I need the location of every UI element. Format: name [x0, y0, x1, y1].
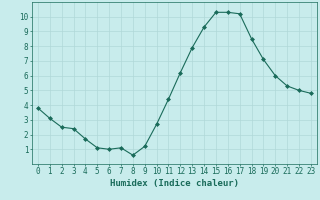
X-axis label: Humidex (Indice chaleur): Humidex (Indice chaleur)	[110, 179, 239, 188]
